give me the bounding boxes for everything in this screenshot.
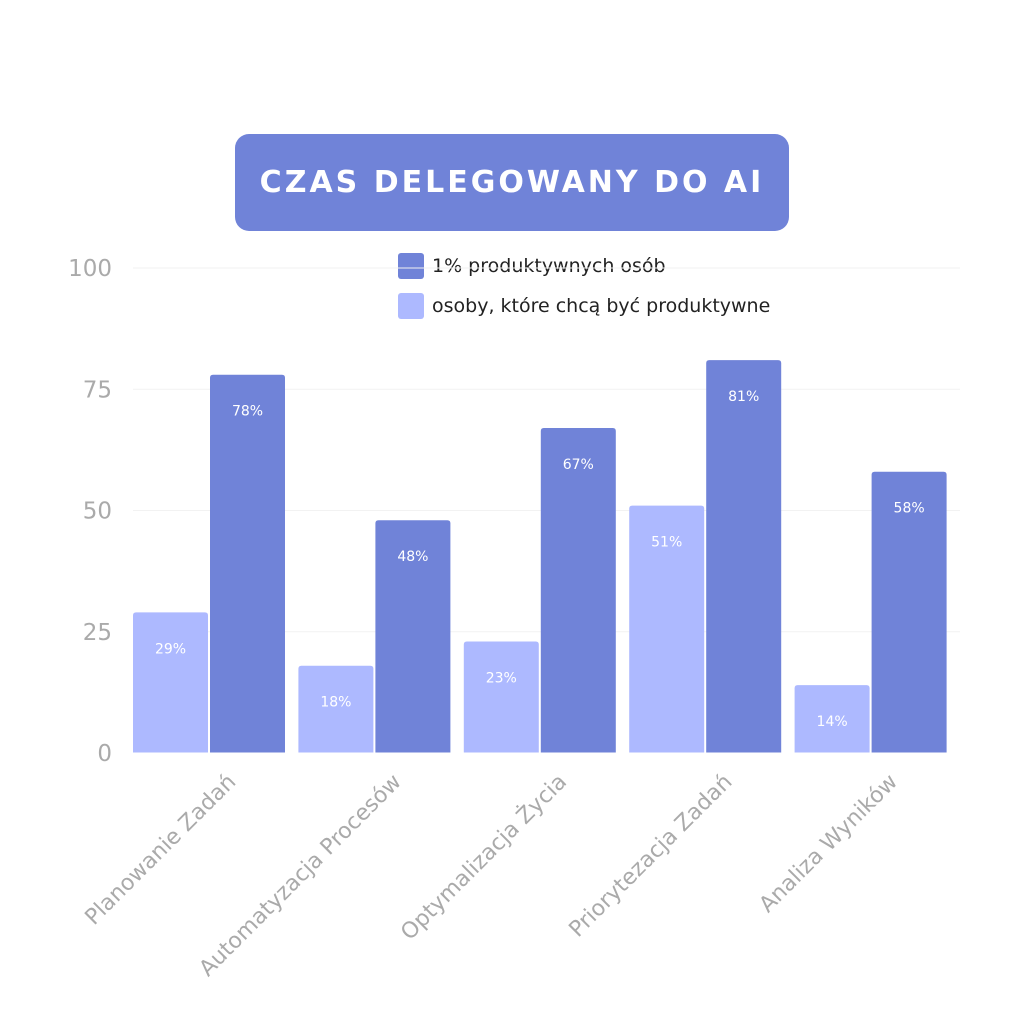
y-tick-label: 100	[68, 256, 112, 282]
legend: 1% produktywnych osób osoby, które chcą …	[398, 252, 770, 332]
x-tick-label: Priorytezacja Zadań	[565, 770, 738, 943]
bar-value-label: 51%	[651, 535, 682, 551]
bar-value-label: 78%	[232, 404, 263, 420]
legend-swatch-light	[398, 293, 424, 319]
bar-value-label: 18%	[320, 695, 351, 711]
legend-label-dark: 1% produktywnych osób	[432, 255, 666, 277]
bar	[375, 520, 451, 753]
bar	[133, 612, 208, 753]
bar	[210, 374, 285, 753]
legend-swatch-dark	[398, 253, 424, 279]
bar-value-label: 67%	[563, 457, 594, 473]
bar	[871, 471, 947, 753]
bar	[463, 641, 539, 753]
bar	[298, 665, 374, 753]
y-tick-label: 75	[83, 377, 112, 403]
bar-value-label: 29%	[155, 641, 186, 657]
y-tick-label: 0	[97, 741, 112, 767]
bar	[629, 505, 705, 753]
y-tick-label: 25	[83, 620, 112, 646]
bar	[794, 685, 870, 753]
x-tick-label: Analiza Wyników	[755, 770, 903, 918]
legend-item-dark: 1% produktywnych osób	[398, 252, 770, 280]
legend-item-light: osoby, które chcą być produktywne	[398, 292, 770, 320]
bar-value-label: 48%	[397, 549, 428, 565]
legend-label-light: osoby, które chcą być produktywne	[432, 295, 771, 317]
y-tick-label: 50	[83, 499, 112, 525]
bar-value-label: 81%	[728, 389, 759, 405]
bar	[706, 360, 782, 753]
bar-value-label: 23%	[486, 670, 517, 686]
chart-title-banner: CZAS DELEGOWANY DO AI	[235, 134, 789, 231]
bar-value-label: 58%	[894, 501, 925, 517]
bar	[540, 428, 616, 753]
chart-title: CZAS DELEGOWANY DO AI	[259, 165, 765, 200]
x-tick-label: Planowanie Zadań	[81, 770, 242, 931]
x-tick-label: Optymalizacja Życia	[396, 769, 572, 945]
bar-value-label: 14%	[817, 714, 848, 730]
